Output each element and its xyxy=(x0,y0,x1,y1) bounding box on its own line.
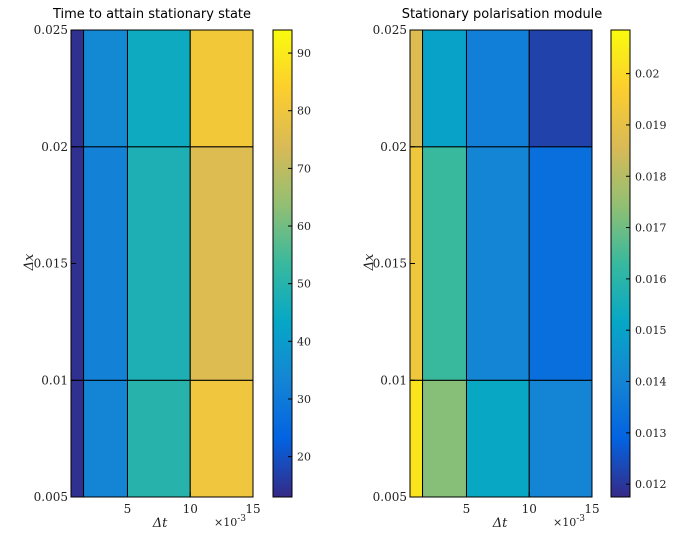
heatmap-cell xyxy=(126,29,191,148)
y-tick-label: 0.015 xyxy=(373,257,407,271)
colorbar-tick-label: 0.014 xyxy=(635,376,667,389)
x-axis-ticks: 5 10 15 xyxy=(124,492,261,516)
x-tick-label: 5 xyxy=(124,502,132,516)
heatmap-cell xyxy=(126,146,191,381)
y-tick-label: 0.015 xyxy=(34,257,68,271)
x-axis-multiplier-base: ×10 xyxy=(214,516,237,529)
heatmap-cell xyxy=(126,379,191,498)
x-axis-label: Δt xyxy=(492,516,508,531)
colorbar-tick-label: 40 xyxy=(297,335,311,348)
heatmap-cell xyxy=(409,379,424,498)
colorbar-ticks: 0.012 0.013 0.014 0.015 0.016 0.017 0.018 0.019… xyxy=(626,68,667,491)
heatmap-cell xyxy=(83,29,128,148)
colorbar xyxy=(272,29,293,498)
y-axis-ticks: 0.005 0.01 0.015 0.02 0.025 xyxy=(373,23,415,504)
colorbar-tick-label: 0.02 xyxy=(635,68,660,81)
heatmap-time-to-stationary: Time to attain stationary state 5 10 15 0.… xyxy=(22,7,311,531)
x-tick-label: 10 xyxy=(522,502,537,516)
colorbar-tick-label: 0.019 xyxy=(635,119,667,132)
colorbar-tick-label: 0.016 xyxy=(635,273,667,286)
x-axis-ticks: 5 10 15 xyxy=(463,492,600,516)
x-tick-label: 15 xyxy=(245,502,260,516)
colorbar-tick-label: 0.015 xyxy=(635,324,667,337)
heatmap-cell xyxy=(83,146,128,381)
chart-title: Time to attain stationary state xyxy=(52,7,251,22)
colorbar xyxy=(610,29,631,498)
heatmap-cell xyxy=(189,29,254,148)
colorbar-tick-label: 30 xyxy=(297,393,311,406)
y-tick-label: 0.01 xyxy=(41,373,68,387)
x-tick-label: 5 xyxy=(463,502,471,516)
colorbar-ticks: 20 30 40 50 60 70 80 90 xyxy=(288,47,311,464)
y-tick-label: 0.025 xyxy=(34,23,68,37)
y-tick-label: 0.005 xyxy=(34,490,68,504)
y-tick-label: 0.02 xyxy=(41,140,68,154)
heatmap-cell xyxy=(409,29,424,148)
colorbar-tick-label: 70 xyxy=(297,162,311,175)
y-tick-label: 0.02 xyxy=(380,140,407,154)
colorbar-tick-label: 0.017 xyxy=(635,222,667,235)
heatmap-cell xyxy=(465,29,530,148)
y-tick-label: 0.025 xyxy=(373,23,407,37)
heatmap-cell xyxy=(189,146,254,381)
x-axis-multiplier: ×10-3 xyxy=(553,514,585,529)
x-axis-label: Δt xyxy=(152,516,168,531)
x-tick-label: 10 xyxy=(183,502,198,516)
colorbar-tick-label: 50 xyxy=(297,278,311,291)
heatmap-cell xyxy=(465,146,530,381)
heatmap-cell xyxy=(70,379,85,498)
x-axis-multiplier: ×10-3 xyxy=(214,514,246,529)
heatmap-polarisation-module: Stationary polarisation module 5 10 15 0.0… xyxy=(362,7,667,531)
heatmap-cell xyxy=(465,379,530,498)
colorbar-tick-label: 90 xyxy=(297,47,311,60)
heatmap-cell xyxy=(528,146,593,381)
heatmap-cells xyxy=(70,29,254,498)
heatmap-cells xyxy=(409,29,593,498)
heatmap-cell xyxy=(422,146,467,381)
heatmap-cell xyxy=(422,29,467,148)
y-tick-label: 0.005 xyxy=(373,490,407,504)
x-axis-multiplier-exponent: -3 xyxy=(576,514,585,524)
y-axis-ticks: 0.005 0.01 0.015 0.02 0.025 xyxy=(34,23,76,504)
x-axis-multiplier-base: ×10 xyxy=(553,516,576,529)
heatmap-cell xyxy=(528,29,593,148)
colorbar-tick-label: 0.012 xyxy=(635,478,667,491)
y-tick-label: 0.01 xyxy=(380,373,407,387)
heatmap-cell xyxy=(189,379,254,498)
colorbar-tick-label: 80 xyxy=(297,105,311,118)
colorbar-tick-label: 60 xyxy=(297,220,311,233)
x-tick-label: 15 xyxy=(584,502,599,516)
y-axis-label: Δx xyxy=(22,253,37,271)
heatmap-cell xyxy=(70,29,85,148)
x-axis-multiplier-exponent: -3 xyxy=(237,514,246,524)
heatmap-cell xyxy=(83,379,128,498)
chart-title: Stationary polarisation module xyxy=(402,7,603,22)
heatmap-cell xyxy=(528,379,593,498)
y-axis-label: Δx xyxy=(362,253,377,271)
colorbar-tick-label: 0.018 xyxy=(635,170,667,183)
heatmap-cell xyxy=(422,379,467,498)
colorbar-tick-label: 20 xyxy=(297,451,311,464)
colorbar-tick-label: 0.013 xyxy=(635,427,667,440)
